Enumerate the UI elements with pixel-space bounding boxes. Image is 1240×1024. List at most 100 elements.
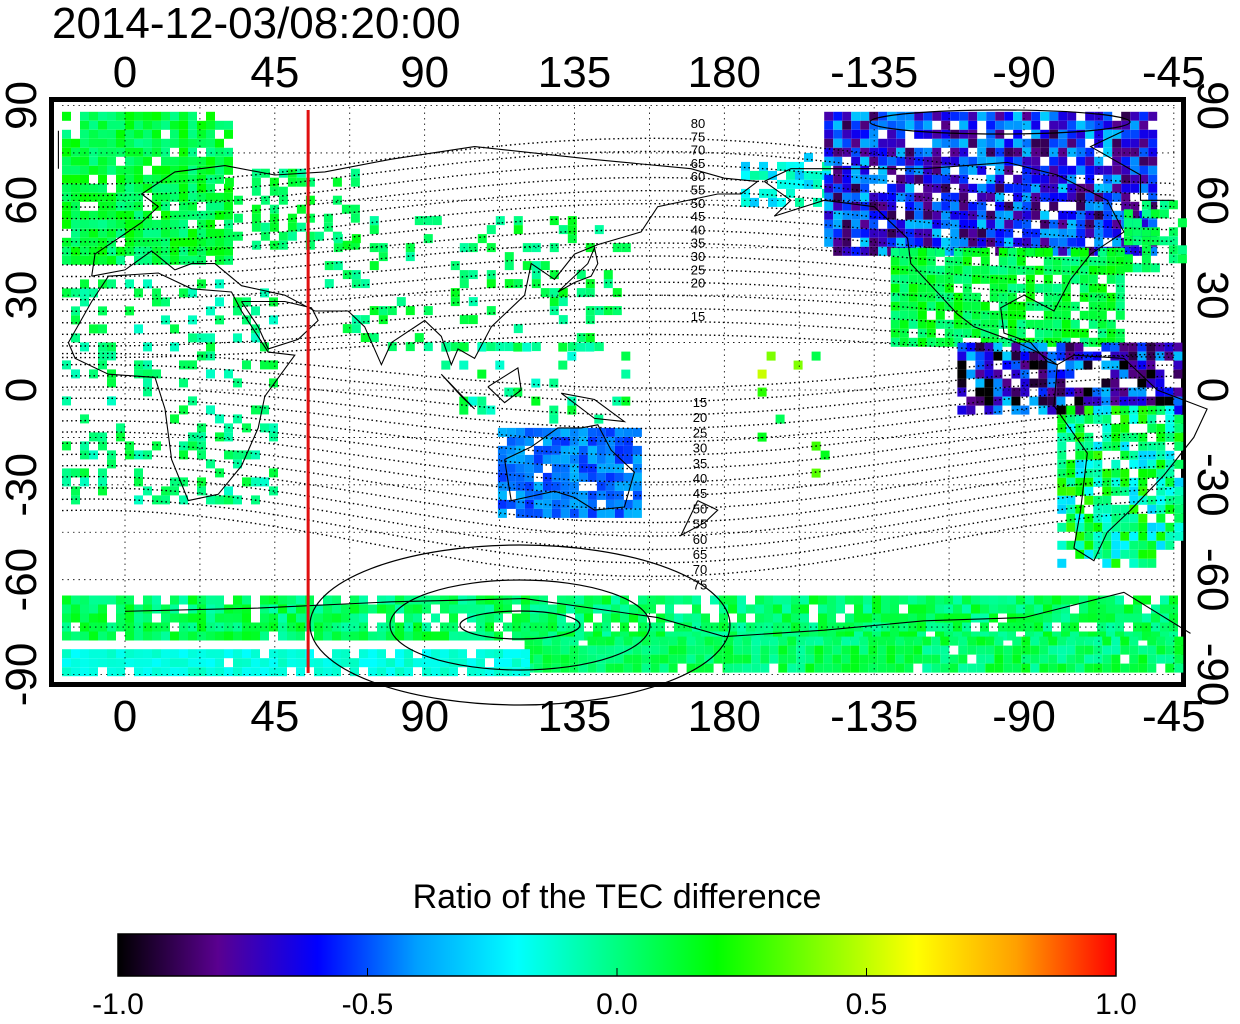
tec-cell (269, 378, 278, 388)
tec-cell (386, 604, 395, 614)
mag-lat-contour (61, 281, 1175, 312)
tec-cell (1065, 387, 1075, 397)
tec-cell (1141, 236, 1151, 246)
tec-cell (495, 360, 505, 370)
tec-cell (1128, 396, 1138, 406)
tec-cell (467, 604, 476, 614)
tec-cell (242, 667, 251, 677)
tec-cell (824, 129, 834, 139)
tec-cell (890, 292, 900, 302)
tec-cell (1093, 459, 1103, 469)
tec-cell (233, 459, 242, 469)
tec-cell (404, 595, 413, 605)
tec-cell (504, 342, 514, 352)
tec-cell (233, 333, 242, 343)
tec-cell (971, 310, 981, 320)
tec-cell (926, 328, 936, 338)
tec-cell (1067, 192, 1077, 202)
tec-cell (89, 604, 98, 614)
tec-cell (512, 613, 521, 623)
tec-cell (917, 604, 926, 614)
tec-cell (1101, 396, 1111, 406)
tec-cell (1058, 147, 1068, 157)
tec-cell (134, 111, 143, 121)
tec-cell (695, 663, 705, 673)
tec-cell (896, 228, 906, 238)
tec-cell (935, 274, 945, 284)
tec-cell (1031, 165, 1041, 175)
tec-cell (179, 405, 188, 415)
tec-cell (1137, 387, 1147, 397)
tec-cell (431, 658, 440, 668)
tec-cell (107, 138, 116, 148)
tec-cell (197, 192, 206, 202)
left-lat-tick-label: 0 (0, 378, 46, 402)
tec-cell (80, 174, 89, 184)
tec-cell (260, 423, 269, 433)
tec-cell (1052, 310, 1062, 320)
tec-cell (953, 247, 963, 257)
tec-cell (836, 595, 845, 605)
tec-cell (674, 631, 683, 641)
tec-cell (558, 360, 568, 370)
bottom-lon-tick-label: -135 (830, 692, 918, 741)
tec-cell (89, 667, 98, 677)
tec-cell (269, 222, 279, 232)
tec-cell (324, 279, 334, 289)
tec-cell (860, 120, 870, 130)
tec-cell (224, 486, 233, 496)
tec-cell (1164, 342, 1174, 352)
tec-cell (360, 279, 370, 289)
tec-cell (62, 477, 71, 487)
tec-cell (760, 645, 770, 655)
tec-cell (833, 129, 843, 139)
tec-cell (197, 156, 206, 166)
tec-cell (1058, 228, 1068, 238)
tec-cell (497, 445, 507, 455)
tec-cell (378, 243, 388, 253)
tec-cell (62, 183, 71, 193)
tec-cell (719, 613, 728, 623)
tec-cell (179, 658, 188, 668)
tec-cell (922, 654, 932, 664)
tec-cell (278, 649, 287, 659)
tec-cell (152, 667, 161, 677)
tec-cell (287, 658, 296, 668)
tec-cell (116, 667, 125, 677)
tec-cell (993, 351, 1003, 361)
tec-cell (578, 427, 588, 437)
tec-cell (1067, 165, 1077, 175)
tec-cell (578, 463, 588, 473)
tec-cell (578, 654, 588, 664)
tec-cell (62, 658, 71, 668)
tec-cell (971, 604, 980, 614)
tec-cell (179, 138, 188, 148)
tec-cell (1119, 342, 1129, 352)
north-contour-label: 75 (691, 129, 705, 144)
tec-cell (1173, 387, 1183, 397)
tec-cell (1049, 183, 1059, 193)
south-contour-label: 55 (693, 517, 707, 532)
tec-cell (836, 604, 845, 614)
tec-cell (449, 631, 458, 641)
tec-cell (1168, 254, 1178, 264)
tec-cell (368, 604, 377, 614)
tec-cell (713, 654, 723, 664)
tec-cell (1070, 247, 1080, 257)
tec-cell (1030, 645, 1040, 655)
tec-cell (1120, 540, 1130, 550)
tec-cell (977, 219, 987, 229)
tec-cell (71, 649, 80, 659)
tec-cell (896, 120, 906, 130)
tec-cell (1003, 663, 1013, 673)
tec-cell (1066, 636, 1076, 646)
tec-cell (1093, 441, 1103, 451)
tec-cell (854, 613, 863, 623)
tec-cell (1165, 654, 1175, 664)
tec-cell (941, 138, 951, 148)
tec-cell (1168, 245, 1178, 255)
tec-cell (1120, 477, 1130, 487)
mag-lat-contour (61, 229, 1175, 266)
tec-cell (994, 645, 1004, 655)
tec-cell (116, 129, 125, 139)
